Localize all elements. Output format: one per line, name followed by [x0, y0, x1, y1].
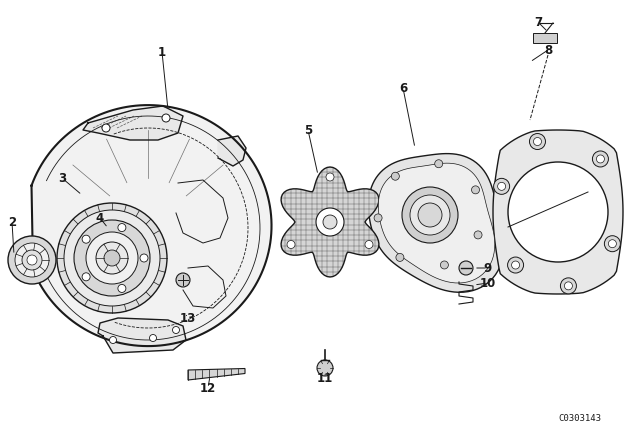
- Circle shape: [365, 241, 373, 249]
- Circle shape: [8, 236, 56, 284]
- Circle shape: [22, 250, 42, 270]
- Polygon shape: [218, 136, 246, 166]
- Text: 7: 7: [534, 16, 542, 29]
- Circle shape: [508, 257, 524, 273]
- Circle shape: [74, 220, 150, 296]
- Polygon shape: [493, 130, 623, 294]
- Circle shape: [326, 173, 334, 181]
- Circle shape: [604, 236, 620, 252]
- Circle shape: [440, 261, 449, 269]
- Circle shape: [287, 241, 295, 249]
- Circle shape: [118, 284, 126, 293]
- Circle shape: [140, 254, 148, 262]
- Circle shape: [57, 203, 167, 313]
- Text: 8: 8: [544, 43, 552, 56]
- Circle shape: [173, 327, 179, 333]
- Circle shape: [391, 172, 399, 180]
- Circle shape: [162, 114, 170, 122]
- Text: 12: 12: [200, 382, 216, 395]
- Polygon shape: [378, 163, 495, 283]
- Polygon shape: [369, 154, 504, 292]
- Circle shape: [109, 336, 116, 344]
- Circle shape: [596, 155, 604, 163]
- Circle shape: [529, 134, 545, 150]
- Circle shape: [64, 210, 160, 306]
- Polygon shape: [98, 318, 186, 353]
- Circle shape: [323, 215, 337, 229]
- Text: C0303143: C0303143: [559, 414, 602, 422]
- Circle shape: [472, 186, 479, 194]
- Text: 2: 2: [8, 215, 16, 228]
- Circle shape: [82, 235, 90, 243]
- Circle shape: [435, 160, 443, 168]
- Polygon shape: [83, 106, 183, 140]
- Circle shape: [561, 278, 577, 294]
- Circle shape: [27, 255, 37, 265]
- Circle shape: [316, 208, 344, 236]
- Circle shape: [86, 232, 138, 284]
- Circle shape: [118, 224, 126, 232]
- Circle shape: [511, 261, 520, 269]
- Circle shape: [474, 231, 482, 239]
- Text: 4: 4: [96, 211, 104, 224]
- Circle shape: [402, 187, 458, 243]
- Polygon shape: [281, 167, 379, 277]
- Circle shape: [374, 214, 382, 222]
- Circle shape: [493, 178, 509, 194]
- Circle shape: [459, 261, 473, 275]
- Circle shape: [418, 203, 442, 227]
- Text: 3: 3: [58, 172, 66, 185]
- Circle shape: [534, 138, 541, 146]
- Circle shape: [508, 162, 608, 262]
- Polygon shape: [188, 369, 245, 380]
- Circle shape: [498, 182, 506, 190]
- Circle shape: [396, 254, 404, 262]
- Circle shape: [593, 151, 609, 167]
- Circle shape: [176, 273, 190, 287]
- Circle shape: [564, 282, 572, 290]
- Text: 1: 1: [158, 46, 166, 59]
- Text: 10: 10: [480, 276, 496, 289]
- Circle shape: [150, 335, 157, 341]
- Circle shape: [96, 242, 128, 274]
- Circle shape: [317, 360, 333, 376]
- Text: 6: 6: [399, 82, 407, 95]
- Circle shape: [609, 240, 616, 248]
- Text: 13: 13: [180, 311, 196, 324]
- Text: 11: 11: [317, 371, 333, 384]
- Polygon shape: [31, 105, 271, 346]
- Circle shape: [82, 273, 90, 281]
- Text: 5: 5: [304, 124, 312, 137]
- Circle shape: [102, 124, 110, 132]
- Text: 9: 9: [484, 262, 492, 275]
- Circle shape: [104, 250, 120, 266]
- Bar: [533, 33, 557, 43]
- Circle shape: [410, 195, 450, 235]
- Circle shape: [15, 243, 49, 277]
